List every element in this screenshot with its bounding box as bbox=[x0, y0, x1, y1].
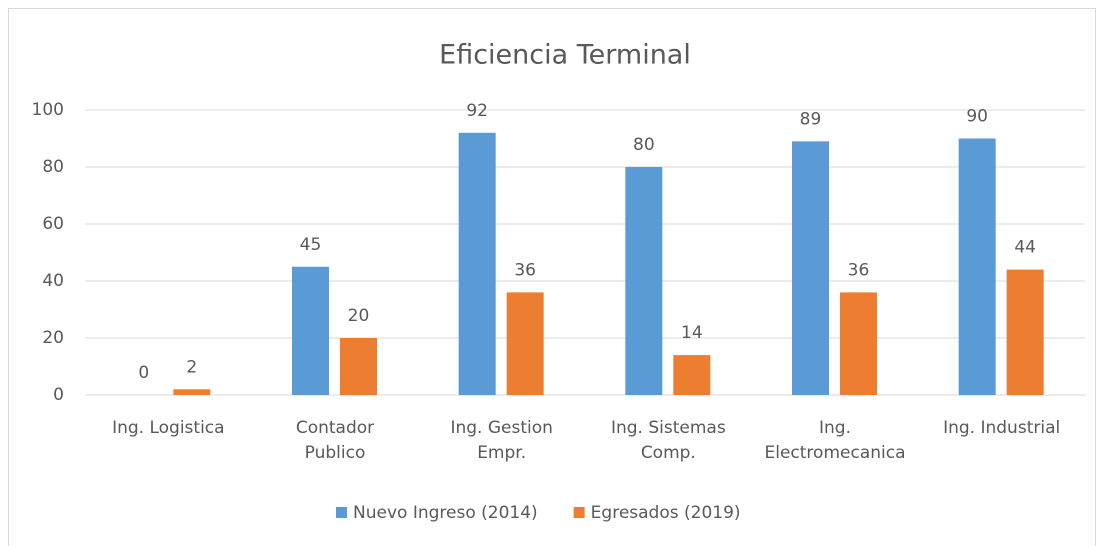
x-tick-label: Contador bbox=[296, 418, 374, 438]
y-tick-label: 0 bbox=[53, 385, 64, 405]
data-label: 14 bbox=[681, 323, 703, 343]
data-label: 36 bbox=[514, 260, 536, 280]
legend-swatch bbox=[336, 507, 347, 518]
data-label: 80 bbox=[633, 135, 655, 155]
x-tick-label: Ing. Industrial bbox=[943, 418, 1060, 438]
legend-label: Egresados (2019) bbox=[591, 503, 741, 523]
data-label: 92 bbox=[466, 101, 488, 121]
bar bbox=[1006, 269, 1044, 395]
y-tick-label: 40 bbox=[42, 271, 64, 291]
data-label: 44 bbox=[1014, 238, 1036, 258]
bar bbox=[792, 141, 829, 395]
data-label: 36 bbox=[848, 260, 870, 280]
x-tick-label: Ing. Gestion bbox=[450, 418, 552, 438]
x-tick-label: Comp. bbox=[641, 443, 696, 463]
data-label: 89 bbox=[800, 109, 822, 129]
legend-label: Nuevo Ingreso (2014) bbox=[353, 503, 538, 523]
bar bbox=[340, 338, 377, 395]
y-tick-label: 20 bbox=[42, 328, 64, 348]
chart-frame bbox=[8, 8, 1096, 546]
x-tick-label: Electromecanica bbox=[765, 443, 906, 463]
x-tick-label: Ing. bbox=[819, 418, 851, 438]
y-tick-label: 60 bbox=[42, 214, 64, 234]
bar bbox=[958, 138, 996, 395]
chart-title: Eficiencia Terminal bbox=[439, 40, 691, 71]
data-label: 2 bbox=[186, 357, 197, 377]
y-tick-label: 80 bbox=[42, 157, 64, 177]
bar bbox=[673, 355, 711, 395]
data-label: 90 bbox=[966, 107, 988, 127]
x-tick-label: Publico bbox=[305, 443, 366, 463]
data-label: 45 bbox=[300, 235, 322, 255]
bar bbox=[458, 132, 496, 396]
x-tick-label: Empr. bbox=[477, 443, 526, 463]
x-tick-label: Ing. Sistemas bbox=[611, 418, 726, 438]
bar bbox=[506, 292, 544, 395]
data-label: 0 bbox=[138, 363, 149, 383]
legend-swatch bbox=[573, 507, 585, 518]
bar bbox=[840, 292, 877, 395]
bar bbox=[173, 389, 211, 395]
bar bbox=[292, 266, 329, 395]
x-tick-label: Ing. Logistica bbox=[112, 418, 224, 438]
data-label: 20 bbox=[348, 306, 370, 326]
y-tick-label: 100 bbox=[32, 100, 64, 120]
bar bbox=[625, 167, 663, 395]
